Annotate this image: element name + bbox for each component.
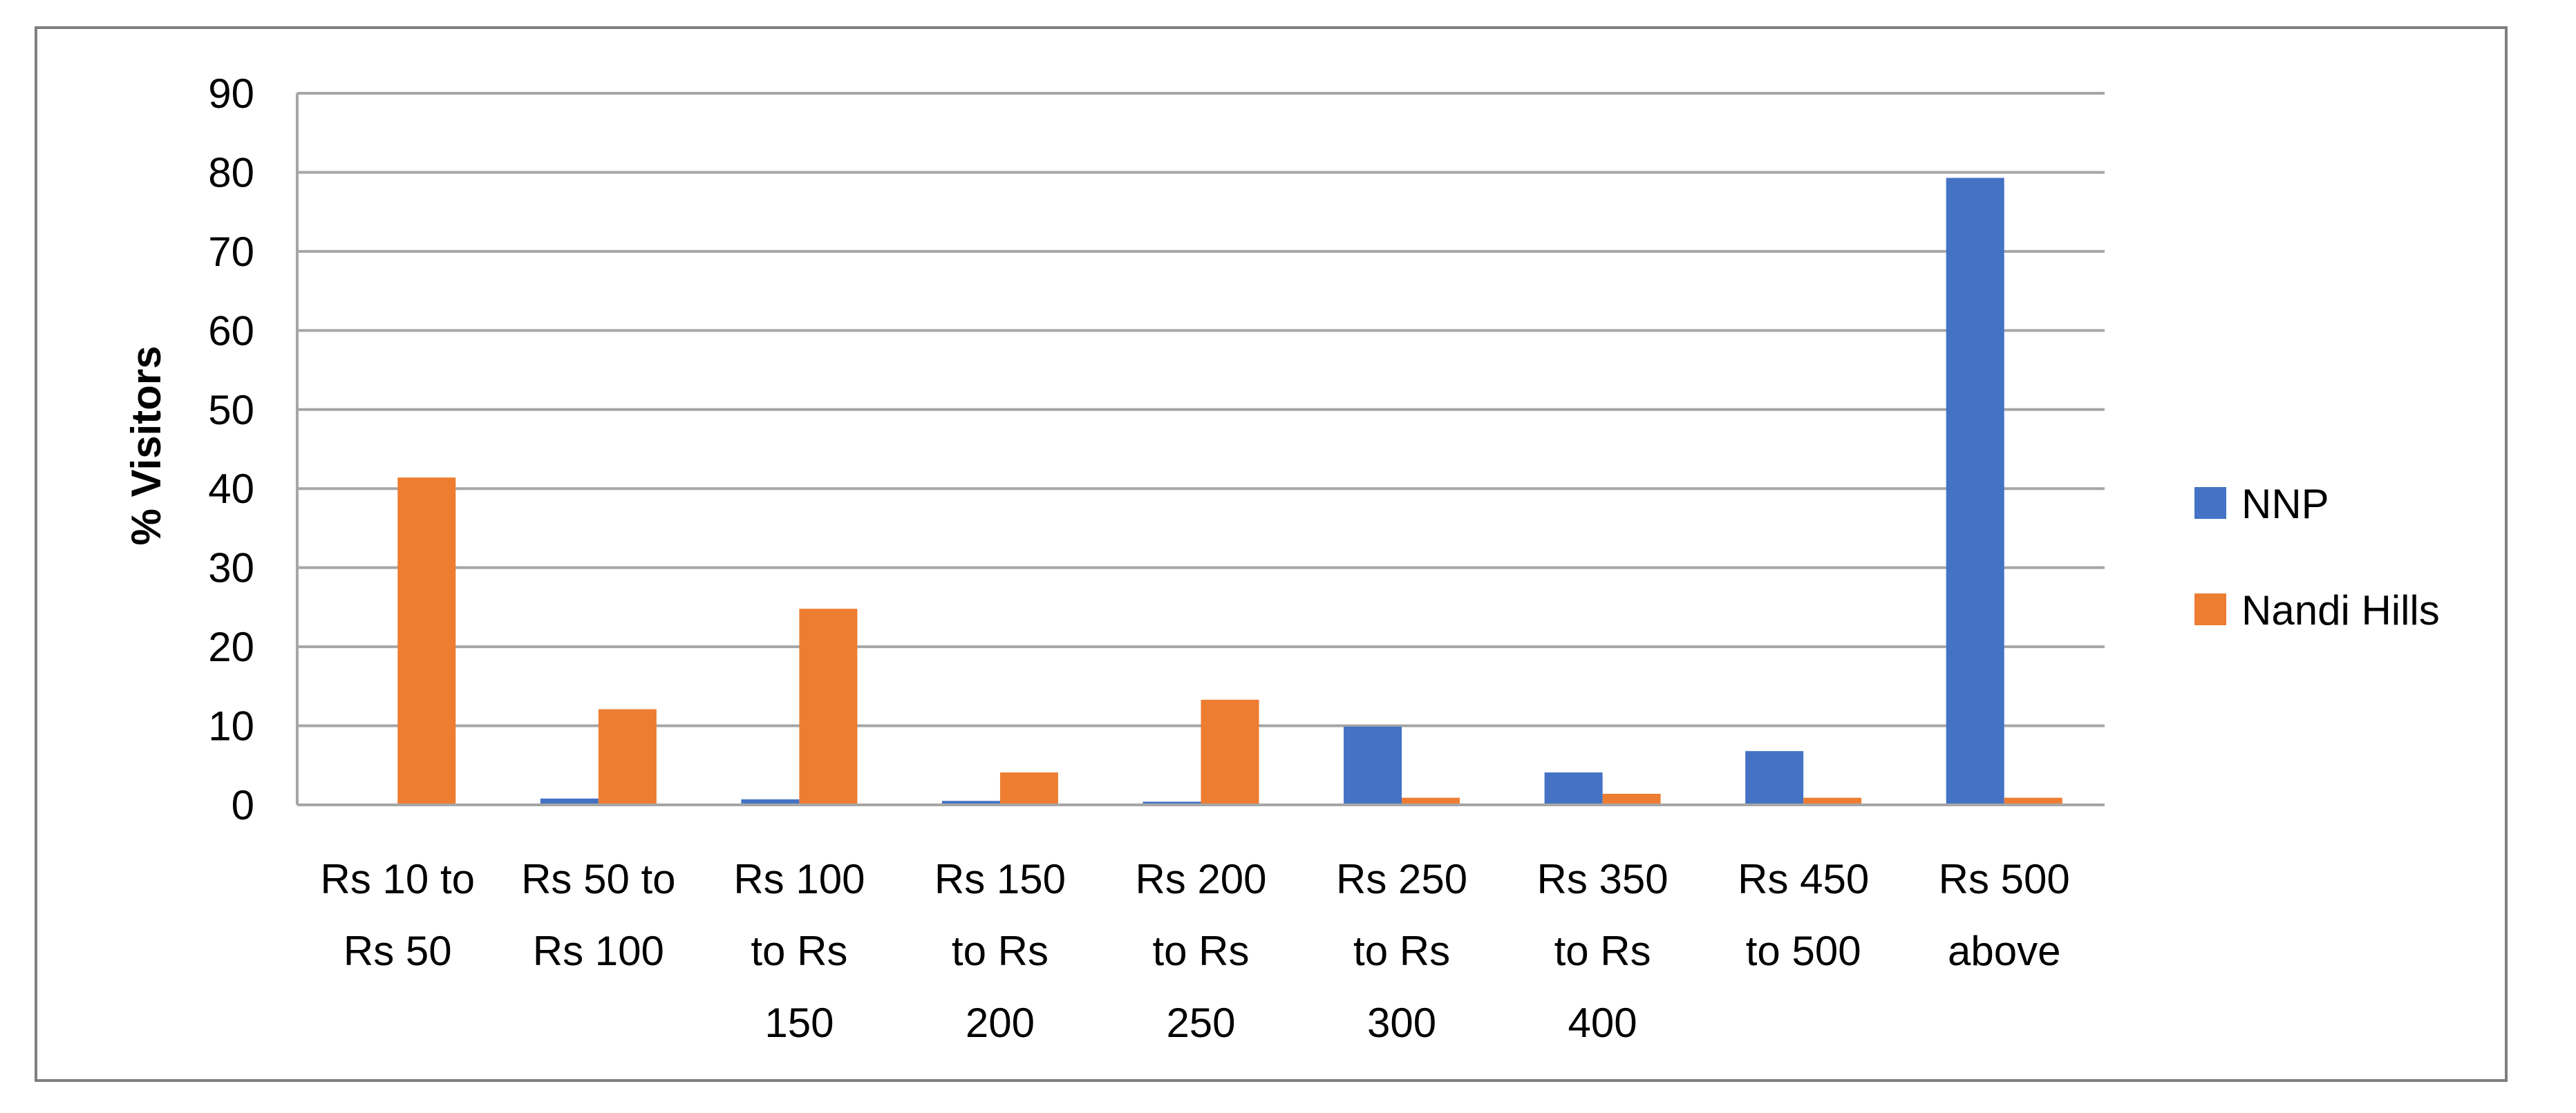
- bar-nnp: [1745, 751, 1804, 805]
- bar-nandi-hills: [1803, 797, 1862, 805]
- x-tick-label-line: 300: [1367, 1000, 1436, 1046]
- bar-nnp: [1344, 726, 1402, 805]
- bar-nandi-hills: [799, 609, 858, 805]
- bar-nnp: [1946, 178, 2004, 805]
- x-tick-label-line: Rs 50 to: [521, 856, 675, 902]
- x-tick-label-line: Rs 350: [1537, 856, 1668, 902]
- y-tick-label: 70: [208, 229, 254, 275]
- bar-nandi-hills: [999, 772, 1058, 805]
- x-tick-label-line: Rs 500: [1939, 856, 2070, 902]
- bar-nandi-hills: [1201, 699, 1259, 805]
- x-tick-label-line: 250: [1166, 1000, 1235, 1046]
- gridlines: [297, 92, 2105, 727]
- x-tick-label-line: 200: [966, 1000, 1035, 1046]
- x-tick-label-line: 150: [764, 1000, 834, 1046]
- x-tick-label-line: above: [1948, 928, 2060, 974]
- y-tick-label: 20: [208, 624, 254, 670]
- x-tick-label: Rs 150 to Rs 200: [934, 856, 1066, 1046]
- y-tick-label: 60: [208, 307, 254, 354]
- bar-nnp: [741, 799, 800, 805]
- y-tick-labels: 0 10 20 30 40 50 60 70 80 90: [208, 70, 254, 828]
- y-tick-label: 90: [208, 70, 254, 117]
- x-tick-label-line: Rs 10 to: [321, 856, 475, 902]
- x-tick-label-line: to 500: [1746, 928, 1861, 974]
- y-tick-label: 50: [208, 387, 254, 433]
- legend-label: Nandi Hills: [2241, 587, 2440, 634]
- x-tick-label-line: Rs 450: [1738, 856, 1869, 902]
- bar-nnp: [1544, 772, 1603, 805]
- y-tick-label: 80: [208, 149, 254, 196]
- x-tick-label: Rs 200 to Rs 250: [1135, 856, 1266, 1046]
- x-tick-label-line: Rs 200: [1135, 856, 1266, 902]
- bar-nnp: [941, 801, 1000, 805]
- x-tick-label-line: Rs 100: [533, 928, 664, 974]
- x-tick-label: Rs 100 to Rs 150: [733, 856, 865, 1046]
- legend-swatch: [2194, 487, 2226, 519]
- x-tick-label-line: to Rs: [751, 928, 847, 974]
- y-axis-title: % Visitors: [123, 345, 169, 545]
- bar-nnp: [1143, 801, 1201, 805]
- x-tick-label-line: Rs 50: [344, 928, 452, 974]
- y-tick-label: 0: [232, 782, 254, 828]
- x-tick-label-line: Rs 250: [1336, 856, 1467, 902]
- x-tick-label: Rs 350 to Rs 400: [1537, 856, 1668, 1046]
- x-tick-label: Rs 250 to Rs 300: [1336, 856, 1467, 1046]
- bar-nandi-hills: [1602, 793, 1661, 805]
- legend-swatch: [2194, 593, 2226, 625]
- x-tick-label-line: Rs 100: [733, 856, 865, 902]
- x-tick-label: Rs 450 to 500: [1738, 856, 1869, 974]
- x-tick-label-line: to Rs: [1353, 928, 1450, 974]
- x-tick-labels: Rs 10 to Rs 50 Rs 50 to Rs 100 Rs 100 to Rs 15…: [321, 856, 2070, 1046]
- bars: [397, 178, 2062, 805]
- x-tick-label-line: to Rs: [1152, 928, 1249, 974]
- y-tick-label: 40: [208, 466, 254, 512]
- x-tick-label: Rs 500 above: [1939, 856, 2070, 974]
- x-tick-label: Rs 50 to Rs 100: [521, 856, 675, 974]
- bar-nnp: [540, 798, 599, 805]
- bar-nandi-hills: [2004, 797, 2062, 805]
- x-tick-label-line: Rs 150: [934, 856, 1066, 902]
- bar-nandi-hills: [1402, 797, 1460, 805]
- y-tick-label: 10: [208, 703, 254, 750]
- x-tick-label-line: to Rs: [952, 928, 1049, 974]
- x-tick-label: Rs 10 to Rs 50: [321, 856, 475, 974]
- legend-label: NNP: [2241, 481, 2329, 527]
- legend: NNP Nandi Hills: [2194, 481, 2440, 634]
- y-tick-label: 30: [208, 545, 254, 591]
- bar-nandi-hills: [598, 709, 657, 805]
- bar-nandi-hills: [397, 477, 456, 805]
- x-tick-label-line: 400: [1568, 1000, 1637, 1046]
- x-tick-label-line: to Rs: [1554, 928, 1651, 974]
- axes: [296, 93, 2105, 806]
